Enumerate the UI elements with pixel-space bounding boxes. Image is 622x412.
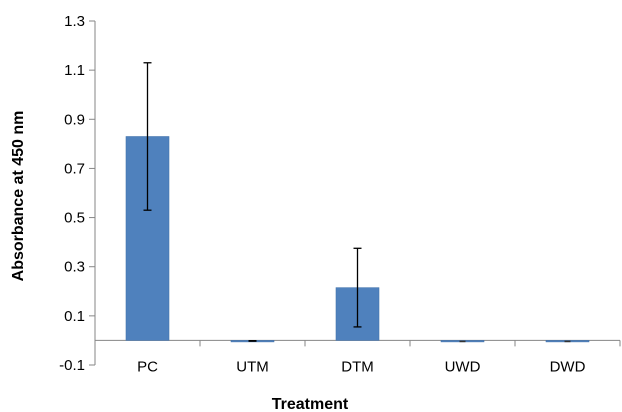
y-tick-label: 0.1 xyxy=(64,308,85,325)
y-tick-label: 0.7 xyxy=(64,160,85,177)
y-axis: -0.1 0.1 0.3 0.5 0.7 0.9 1.1 1.3 xyxy=(59,13,96,374)
x-tick-label: UWD xyxy=(445,358,481,375)
x-tick-label: DWD xyxy=(550,358,586,375)
y-tick-label: 0.5 xyxy=(64,210,85,227)
y-axis-title: Absorbance at 450 nm xyxy=(10,111,27,282)
x-axis: PC UTM DTM UWD DWD xyxy=(94,339,621,375)
y-tick-label: 1.1 xyxy=(64,62,85,79)
x-tick-label: UTM xyxy=(236,358,269,375)
x-axis-title: Treatment xyxy=(272,396,349,412)
y-tick-label: 1.3 xyxy=(64,13,85,30)
y-tick-label: 0.3 xyxy=(64,259,85,276)
x-tick-label: PC xyxy=(137,358,158,375)
error-bars xyxy=(143,62,571,343)
x-tick-label: DTM xyxy=(341,358,374,375)
y-tick-label: -0.1 xyxy=(59,357,85,374)
y-tick-label: 0.9 xyxy=(64,111,85,128)
